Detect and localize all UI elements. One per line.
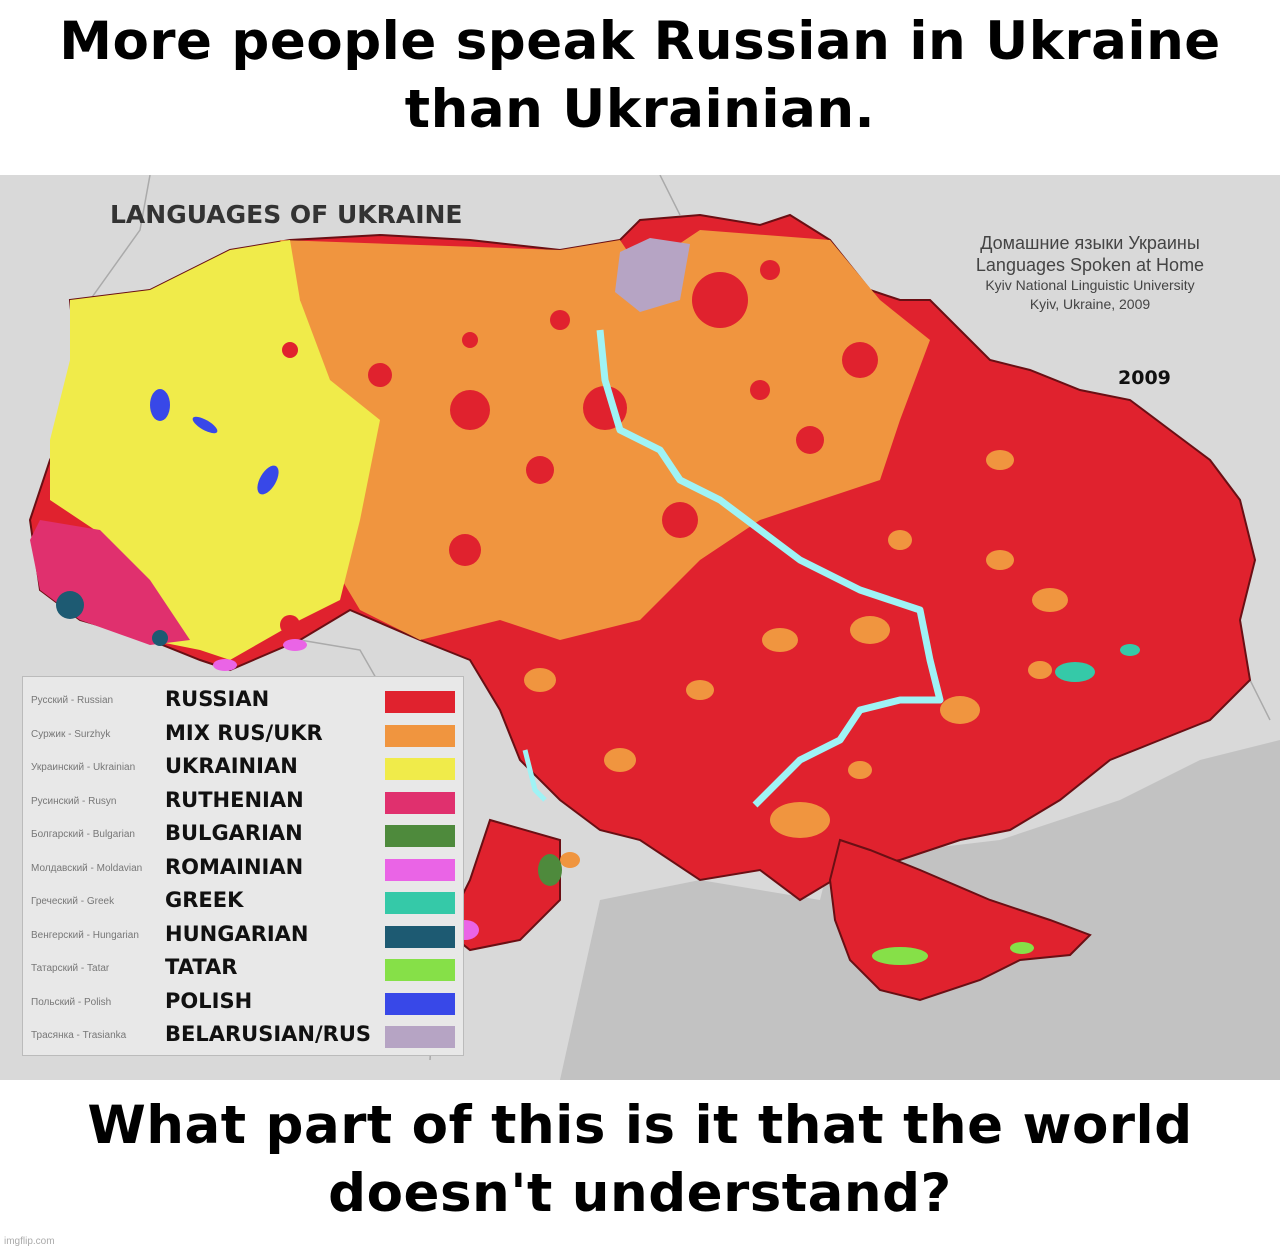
region-hungarian <box>56 591 84 619</box>
legend-label: RUSSIAN <box>165 687 270 711</box>
legend-swatch <box>385 791 455 814</box>
legend-small-label: Болгарский - Bulgarian <box>31 829 135 840</box>
legend-swatch <box>385 959 455 981</box>
legend-item: Греческий - Greek GREEK <box>23 886 463 920</box>
map-source: Домашние языки Украины Languages Spoken … <box>930 232 1250 314</box>
legend-small-label: Трасянка - Trasianka <box>31 1030 127 1041</box>
legend-swatch <box>385 992 455 1015</box>
blob-romanian <box>283 639 307 651</box>
region-ukrainian <box>50 240 380 660</box>
language-map <box>0 175 1280 1080</box>
bottom-caption: What part of this is it that the world d… <box>87 1095 1193 1224</box>
legend-item: Русинский - Rusyn RUTHENIAN <box>23 786 463 820</box>
legend-swatch <box>385 1026 455 1048</box>
legend-item: Татарский - Tatar TATAR <box>23 953 463 987</box>
legend-small-label: Татарский - Tatar <box>31 963 110 974</box>
blob-romanian <box>213 659 237 671</box>
blob-greek <box>1055 662 1095 682</box>
blobs-polish <box>150 389 279 495</box>
map-title: LANGUAGES OF UKRAINE <box>110 200 463 229</box>
legend-item: Русский - Russian RUSSIAN <box>23 685 463 719</box>
region-odesa-south <box>443 818 561 952</box>
legend-label: POLISH <box>165 988 253 1013</box>
region-ruthenian <box>30 520 190 645</box>
map-legend: Русский - Russian RUSSIAN Суржик - Surzhyk… <box>22 676 464 1056</box>
legend-swatch <box>385 925 455 948</box>
source-institution: Kyiv National Linguistic University <box>985 277 1195 293</box>
legend-swatch <box>385 724 455 747</box>
legend-swatch <box>385 825 455 847</box>
watermark: imgflip.com <box>4 1236 55 1247</box>
legend-small-label: Венгерский - Hungarian <box>31 929 139 941</box>
source-place-date: Kyiv, Ukraine, 2009 <box>1029 296 1151 312</box>
legend-label: BULGARIAN <box>165 821 303 845</box>
river-dnipro <box>596 329 944 808</box>
legend-item: Молдавский - Moldavian ROMAINIAN <box>23 853 463 887</box>
legend-swatch <box>385 892 455 914</box>
legend-label: ROMAINIAN <box>165 854 304 879</box>
legend-small-label: Греческий - Greek <box>31 896 115 907</box>
legend-small-label: Украинский - Ukrainian <box>31 762 136 773</box>
top-caption: More people speak Russian in Ukraine tha… <box>59 11 1221 140</box>
legend-item: Болгарский - Bulgarian BULGARIAN <box>23 819 463 853</box>
blobs-mix <box>524 450 1068 868</box>
legend-item: Венгерский - Hungarian HUNGARIAN <box>23 920 463 954</box>
blob-tatar <box>1010 942 1034 954</box>
region-hungarian <box>152 630 168 646</box>
legend-item: Польский - Polish POLISH <box>23 987 463 1021</box>
legend-swatch <box>385 758 455 780</box>
legend-label: RUTHENIAN <box>165 787 304 812</box>
legend-label: MIX RUS/UKR <box>165 720 323 745</box>
legend-label: UKRAINIAN <box>165 754 298 778</box>
source-english-title: Languages Spoken at Home <box>975 255 1205 275</box>
legend-small-label: Молдавский - Moldavian <box>31 862 143 874</box>
blob-bulgarian <box>538 854 562 886</box>
legend-swatch <box>385 858 455 881</box>
legend-item: Украинский - Ukrainian UKRAINIAN <box>23 752 463 786</box>
legend-swatch <box>385 691 455 713</box>
blob-greek <box>1120 644 1140 656</box>
blob-tatar <box>872 947 928 965</box>
source-russian-title: Домашние языки Украины <box>980 233 1200 253</box>
region-belarusian <box>615 238 690 312</box>
blobs-russian <box>280 260 878 635</box>
river-dnipro-branch <box>522 749 547 802</box>
legend-label: GREEK <box>165 888 244 912</box>
legend-item: Суржик - Surzhyk MIX RUS/UKR <box>23 719 463 753</box>
legend-label: HUNGARIAN <box>165 921 309 946</box>
legend-small-label: Русский - Russian <box>31 695 114 706</box>
legend-small-label: Польский - Polish <box>31 996 112 1008</box>
map-year: 2009 <box>1118 367 1171 389</box>
legend-label: TATAR <box>165 955 238 979</box>
legend-label: BELARUSIAN/RUS <box>165 1022 371 1046</box>
legend-small-label: Русинский - Rusyn <box>31 795 117 807</box>
region-mix <box>280 230 930 640</box>
legend-small-label: Суржик - Surzhyk <box>31 728 111 740</box>
legend-item: Трасянка - Trasianka BELARUSIAN/RUS <box>23 1020 463 1054</box>
